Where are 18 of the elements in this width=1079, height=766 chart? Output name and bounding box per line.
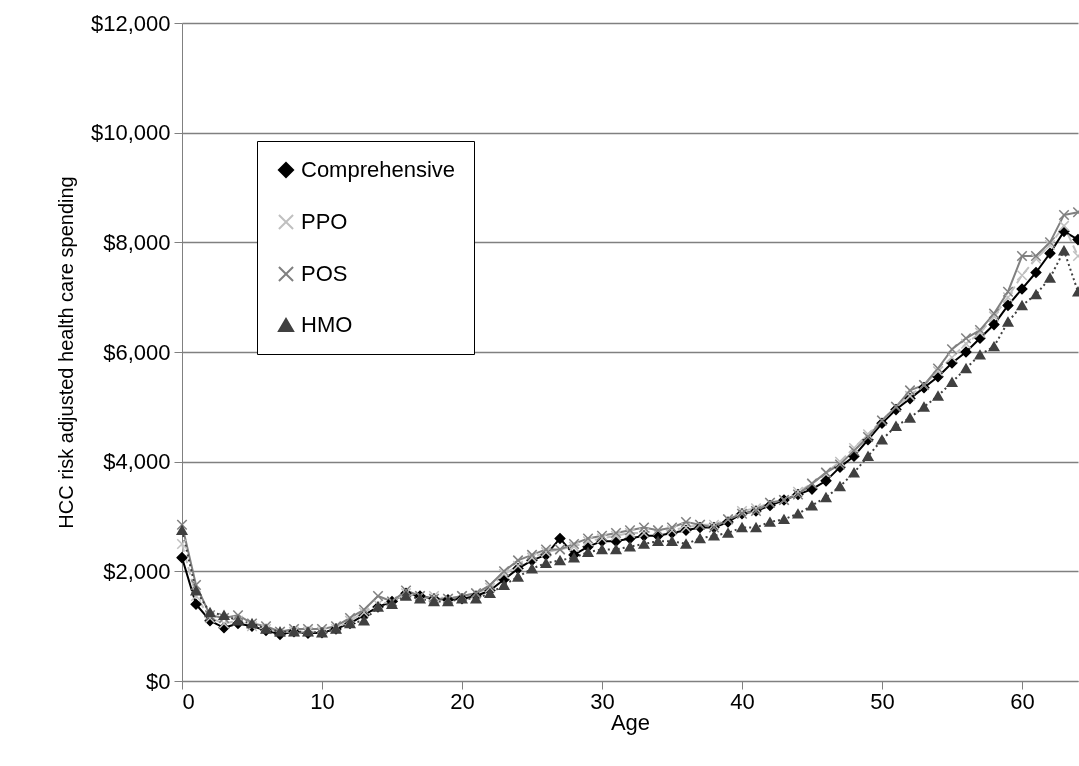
y-tick-label: $10,000 xyxy=(90,120,171,146)
y-tick-label: $4,000 xyxy=(103,449,171,475)
y-tick-label: $8,000 xyxy=(103,229,171,255)
x-tick-label: 40 xyxy=(730,688,755,714)
y-tick-label: $12,000 xyxy=(90,10,171,36)
y-axis-title: HCC risk adjusted health care spending xyxy=(54,176,77,529)
x-tick-label: 0 xyxy=(182,688,195,714)
y-tick-label: $0 xyxy=(146,668,171,694)
x-tick-label: 10 xyxy=(310,688,335,714)
x-tick-label: 60 xyxy=(1010,688,1035,714)
legend-label: HMO xyxy=(301,312,353,337)
y-tick-label: $2,000 xyxy=(103,558,171,584)
x-tick-label: 20 xyxy=(450,688,475,714)
legend-label: PPO xyxy=(301,209,348,234)
x-tick-label: 50 xyxy=(870,688,895,714)
legend-label: POS xyxy=(301,261,348,286)
y-tick-label: $6,000 xyxy=(103,339,171,365)
legend-label: Comprehensive xyxy=(301,157,456,182)
